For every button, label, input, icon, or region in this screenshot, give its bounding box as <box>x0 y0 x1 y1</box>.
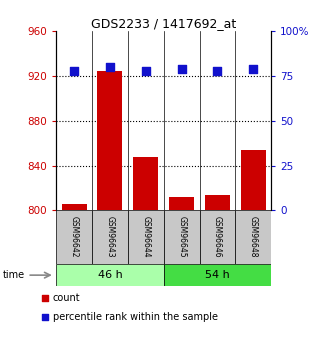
Text: GSM96644: GSM96644 <box>141 216 150 258</box>
Point <box>215 68 220 73</box>
Bar <box>164 264 271 286</box>
Text: GSM96642: GSM96642 <box>70 216 79 258</box>
Point <box>107 64 112 70</box>
Bar <box>97 71 123 210</box>
Bar <box>164 210 200 264</box>
Point <box>42 315 47 320</box>
Title: GDS2233 / 1417692_at: GDS2233 / 1417692_at <box>91 17 236 30</box>
Bar <box>128 210 164 264</box>
Bar <box>241 150 266 210</box>
Bar <box>56 210 92 264</box>
Text: 46 h: 46 h <box>98 270 122 280</box>
Bar <box>62 204 87 210</box>
Point <box>251 66 256 71</box>
Bar <box>56 264 164 286</box>
Point <box>179 66 184 71</box>
Point <box>72 68 77 73</box>
Bar <box>235 210 271 264</box>
Text: time: time <box>3 270 25 280</box>
Bar <box>169 197 194 210</box>
Point <box>143 68 148 73</box>
Text: GSM96643: GSM96643 <box>105 216 115 258</box>
Bar <box>200 210 235 264</box>
Text: GSM96645: GSM96645 <box>177 216 186 258</box>
Text: GSM96648: GSM96648 <box>249 216 258 258</box>
Bar <box>92 210 128 264</box>
Point <box>42 296 47 301</box>
Text: GSM96646: GSM96646 <box>213 216 222 258</box>
Text: count: count <box>53 294 81 303</box>
Text: 54 h: 54 h <box>205 270 230 280</box>
Bar <box>205 195 230 210</box>
Text: percentile rank within the sample: percentile rank within the sample <box>53 313 218 322</box>
Bar <box>133 157 158 210</box>
